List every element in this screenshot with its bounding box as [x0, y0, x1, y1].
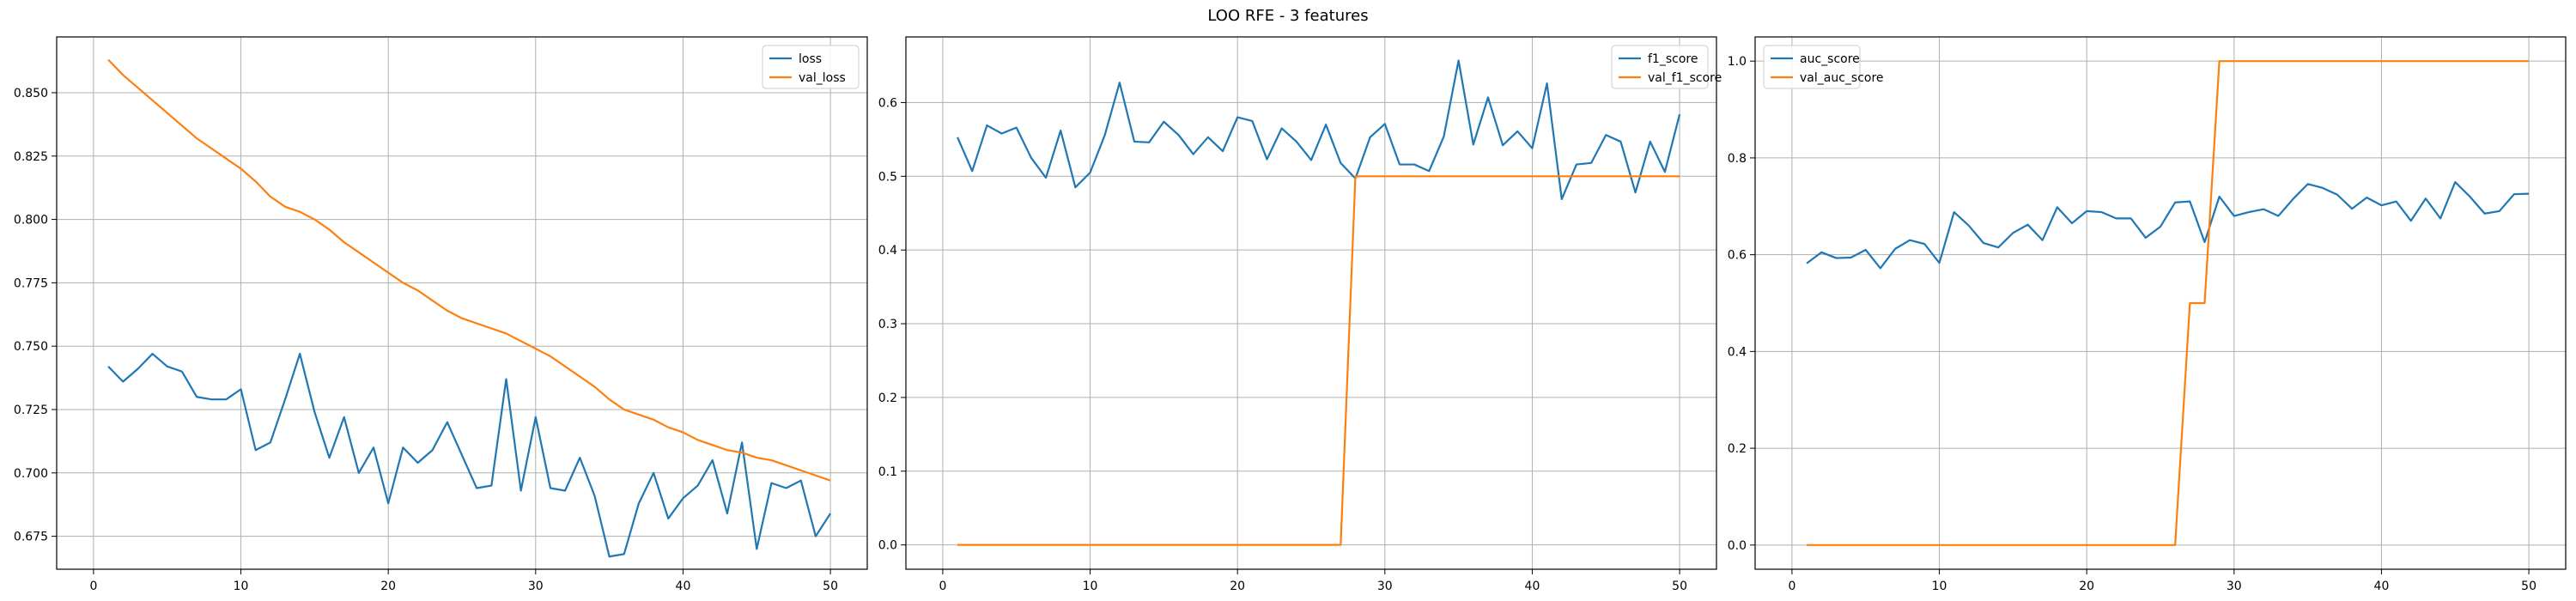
figure-title: LOO RFE - 3 features: [1207, 7, 1369, 25]
y-tick-label: 1.0: [1728, 55, 1747, 69]
y-tick-label: 0.3: [878, 318, 897, 331]
x-tick-label: 40: [1525, 580, 1540, 593]
y-tick-label: 0.6: [878, 96, 897, 110]
legend-label: val_loss: [799, 71, 846, 85]
x-tick-label: 20: [380, 580, 396, 593]
y-tick-label: 0.700: [14, 467, 48, 481]
y-tick-label: 0.0: [878, 539, 897, 553]
x-tick-label: 10: [234, 580, 249, 593]
legend-label: val_auc_score: [1800, 71, 1884, 85]
x-tick-label: 50: [2521, 580, 2537, 593]
x-tick-label: 30: [528, 580, 544, 593]
legend-label: val_f1_score: [1648, 71, 1722, 85]
series-line-loss: [107, 352, 832, 558]
x-tick-label: 40: [676, 580, 691, 593]
x-axis: 0 10 20 30 40 50: [939, 569, 1687, 593]
grid: [906, 37, 1716, 569]
series-line-f1-score: [957, 59, 1681, 201]
y-tick-label: 0.5: [878, 170, 897, 184]
y-tick-label: 0.4: [878, 244, 897, 258]
plot-frame: [1754, 36, 2567, 570]
series-line-val-auc-score: [1807, 60, 2530, 546]
plot-frame: [905, 36, 1717, 570]
loss-chart: 0 10 20 30 40 50 0.675 0.700 0.725 0.750 0.775 0.80…: [14, 36, 868, 593]
x-tick-label: 0: [89, 580, 97, 593]
y-tick-label: 0.825: [14, 150, 48, 164]
series-line-auc-score: [1806, 180, 2530, 270]
y-tick-label: 0.0: [1728, 539, 1747, 553]
y-tick-label: 0.4: [1728, 345, 1747, 359]
x-axis: 0 10 20 30 40 50: [1788, 569, 2537, 593]
y-tick-label: 0.2: [1728, 442, 1747, 456]
x-tick-label: 30: [2227, 580, 2242, 593]
y-tick-label: 0.1: [878, 465, 897, 479]
x-tick-label: 30: [1377, 580, 1393, 593]
y-tick-label: 0.750: [14, 340, 48, 354]
legend-label: f1_score: [1648, 52, 1698, 66]
y-tick-label: 0.800: [14, 214, 48, 228]
f1-score-chart: 0 10 20 30 40 50 0.0 0.1 0.2 0.3 0.4 0.5 0.6 f1_score…: [878, 36, 1722, 593]
legend: auc_score val_auc_score: [1763, 45, 1884, 89]
x-tick-label: 50: [1672, 580, 1687, 593]
legend: loss val_loss: [762, 45, 860, 89]
y-tick-label: 0.2: [878, 392, 897, 405]
legend-label: auc_score: [1800, 52, 1860, 66]
x-tick-label: 0: [939, 580, 946, 593]
y-tick-label: 0.850: [14, 87, 48, 100]
x-tick-label: 40: [2374, 580, 2390, 593]
grid: [1755, 37, 2566, 569]
legend-label: loss: [799, 52, 822, 66]
x-tick-label: 0: [1788, 580, 1795, 593]
x-tick-label: 20: [2079, 580, 2094, 593]
y-axis: 0.675 0.700 0.725 0.750 0.775 0.800 0.825 0.850: [14, 87, 57, 544]
x-tick-label: 50: [823, 580, 838, 593]
y-axis: 0.0 0.1 0.2 0.3 0.4 0.5 0.6: [878, 96, 906, 553]
x-tick-label: 20: [1230, 580, 1245, 593]
x-axis: 0 10 20 30 40 50: [89, 569, 838, 593]
plot-frame: [56, 36, 868, 570]
y-tick-label: 0.775: [14, 276, 48, 290]
series-line-val-f1-score: [957, 175, 1680, 546]
y-axis: 0.0 0.2 0.4 0.6 0.8 1.0: [1728, 55, 1755, 553]
auc-score-chart: 0 10 20 30 40 50 0.0 0.2 0.4 0.6 0.8 1.0 auc_scoreva…: [1728, 36, 2567, 593]
y-tick-label: 0.725: [14, 404, 48, 417]
series-line-val-loss: [107, 58, 831, 482]
y-tick-label: 0.675: [14, 531, 48, 544]
x-tick-label: 10: [1083, 580, 1098, 593]
legend: f1_score val_f1_score: [1611, 45, 1722, 89]
y-tick-label: 0.8: [1728, 152, 1747, 166]
grid: [57, 37, 867, 569]
y-tick-label: 0.6: [1728, 249, 1747, 263]
x-tick-label: 10: [1932, 580, 1947, 593]
